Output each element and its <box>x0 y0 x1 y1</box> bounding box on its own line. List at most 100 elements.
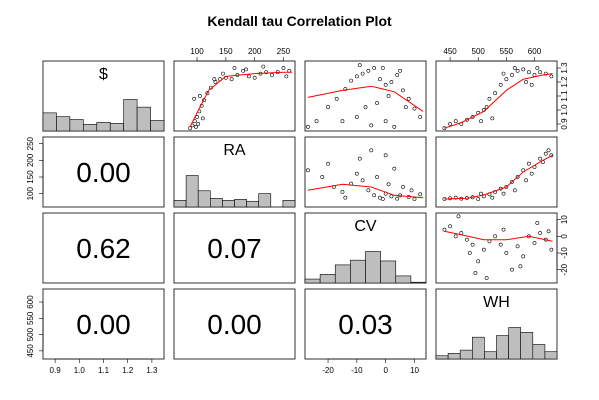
scatter-point-1-2-8 <box>372 193 377 198</box>
scatter-point-1-2-1 <box>320 175 325 179</box>
histogram-bar-RA-2 <box>197 190 211 208</box>
scatter-point-1-2-26 <box>386 182 391 187</box>
axis-tick-label-y-3-3: 600 <box>26 295 35 309</box>
axis-tick-label-x-1-1: 150 <box>219 47 233 56</box>
histogram-bar-WH-1 <box>447 353 461 360</box>
scatter-point-2-3-12 <box>510 267 514 272</box>
scatter-point-0-3-27 <box>535 66 540 70</box>
scatter-point-0-1-33 <box>284 74 289 79</box>
scatter-point-1-2-25 <box>375 175 379 179</box>
scatter-point-1-2-15 <box>412 197 417 201</box>
histogram-bar-RA-1 <box>185 175 199 208</box>
scatter-point-0-2-6 <box>354 74 359 79</box>
histogram-bar-$-4 <box>96 122 111 132</box>
correlation-3-2: 0.03 <box>338 309 393 340</box>
scatter-point-2-3-7 <box>481 247 486 252</box>
histogram-bar-WH-5 <box>496 335 509 360</box>
scatter-point-0-2-19 <box>354 115 359 119</box>
histogram-bar-WH-0 <box>435 355 449 360</box>
scatter-point-0-1-30 <box>232 66 237 70</box>
scatter-point-1-2-7 <box>366 188 371 193</box>
scatter-point-0-2-4 <box>343 87 348 91</box>
histogram-bar-WH-3 <box>471 336 485 360</box>
histogram-bar-WH-7 <box>520 332 534 360</box>
scatter-point-2-3-14 <box>521 254 526 259</box>
scatter-point-0-1-12 <box>229 77 234 82</box>
histogram-bar-$-5 <box>109 123 124 132</box>
scatter-point-2-3-0 <box>442 227 447 232</box>
axis-tick-label-x-1-0: 100 <box>190 47 204 56</box>
scatter-point-0-3-26 <box>529 82 534 87</box>
scatter-point-0-1-15 <box>247 74 251 79</box>
scatter-point-2-3-20 <box>456 214 461 219</box>
scatter-point-1-3-24 <box>524 178 528 183</box>
histogram-bar-CV-0 <box>304 278 321 284</box>
correlation-2-0: 0.62 <box>76 233 131 264</box>
correlation-2-1: 0.07 <box>207 233 262 264</box>
panel-2-0 <box>42 212 165 284</box>
matrix-panels: $ RA CV WH 0.00 0.62 0.07 0.00 0.00 0.03 0.9 1.0 1.1… <box>26 47 569 375</box>
scatter-point-1-2-12 <box>395 196 400 201</box>
scatter-point-0-1-28 <box>212 77 217 82</box>
scatter-point-0-3-22 <box>490 116 495 121</box>
scatter-point-0-1-23 <box>192 96 197 101</box>
diagonal-label-0: $ <box>99 66 108 83</box>
histogram-bar-RA-9 <box>282 200 296 208</box>
scatter-point-0-1-0 <box>188 126 193 131</box>
scatter-point-2-3-22 <box>484 276 489 280</box>
histogram-bar-CV-2 <box>334 264 351 284</box>
scatter-point-0-1-32 <box>261 64 266 69</box>
scatter-point-2-3-17 <box>538 231 543 235</box>
scatter-point-1-2-16 <box>418 192 423 197</box>
scatter-point-0-3-23 <box>501 71 506 76</box>
scatter-point-2-3-8 <box>487 239 492 244</box>
histogram-bar-RA-0 <box>173 200 187 208</box>
axis-tick-label-x-0-3: 1.2 <box>122 366 134 375</box>
scatter-point-1-3-2 <box>453 195 458 200</box>
scatter-point-0-3-11 <box>504 77 509 82</box>
histogram-bar-RA-5 <box>234 199 247 208</box>
scatter-point-1-2-6 <box>360 178 365 183</box>
scatter-point-0-2-13 <box>395 73 400 77</box>
scatter-point-1-2-22 <box>380 197 385 201</box>
scatter-point-0-2-18 <box>340 119 345 124</box>
histogram-bar-$-8 <box>150 120 165 132</box>
axis-tick-label-y-2-1: -10 <box>560 247 569 259</box>
axis-tick-label-x-3-0: 450 <box>443 47 457 56</box>
scatter-point-1-3-21 <box>490 195 495 200</box>
scatter-point-1-2-5 <box>354 171 359 176</box>
scatter-point-1-2-11 <box>389 194 394 199</box>
histogram-bar-RA-7 <box>258 193 272 208</box>
axis-tick-label-y-3-0: 450 <box>26 344 35 358</box>
scatter-point-2-3-24 <box>518 264 523 269</box>
smoother-0-1 <box>189 71 293 128</box>
axis-tick-label-x-3-3: 600 <box>528 47 542 56</box>
histogram-bar-CV-3 <box>350 259 366 284</box>
scatter-point-1-2-13 <box>401 185 405 189</box>
scatter-point-1-3-13 <box>515 175 520 179</box>
scatter-point-0-2-29 <box>403 105 408 110</box>
correlation-3-1: 0.00 <box>207 309 262 340</box>
panel-0-2 <box>304 60 427 132</box>
scatter-point-1-3-6 <box>476 197 481 201</box>
scatter-point-0-1-24 <box>198 94 202 98</box>
scatter-point-1-3-23 <box>512 188 517 193</box>
scatter-point-0-2-26 <box>398 68 402 73</box>
scatter-point-0-2-1 <box>314 119 319 124</box>
scatter-point-1-3-17 <box>538 156 543 161</box>
histogram-bar-$-0 <box>42 112 57 132</box>
smoother-2-3 <box>444 230 553 242</box>
scatter-point-1-2-24 <box>357 156 362 161</box>
scatter-point-0-2-22 <box>392 124 397 129</box>
smoother-1-3 <box>444 154 553 200</box>
axis-tick-label-x-0-4: 1.3 <box>146 366 158 375</box>
scatter-point-2-3-21 <box>473 271 478 275</box>
histogram-bar-$-6 <box>123 99 138 132</box>
scatter-point-2-3-19 <box>549 247 554 252</box>
smoother-0-2 <box>307 85 424 112</box>
histogram-bar-CV-6 <box>395 275 412 284</box>
scatter-point-2-3-23 <box>501 227 506 232</box>
scatter-point-2-3-1 <box>448 224 452 229</box>
scatter-point-0-2-2 <box>326 105 330 110</box>
scatter-point-0-2-20 <box>369 123 374 128</box>
